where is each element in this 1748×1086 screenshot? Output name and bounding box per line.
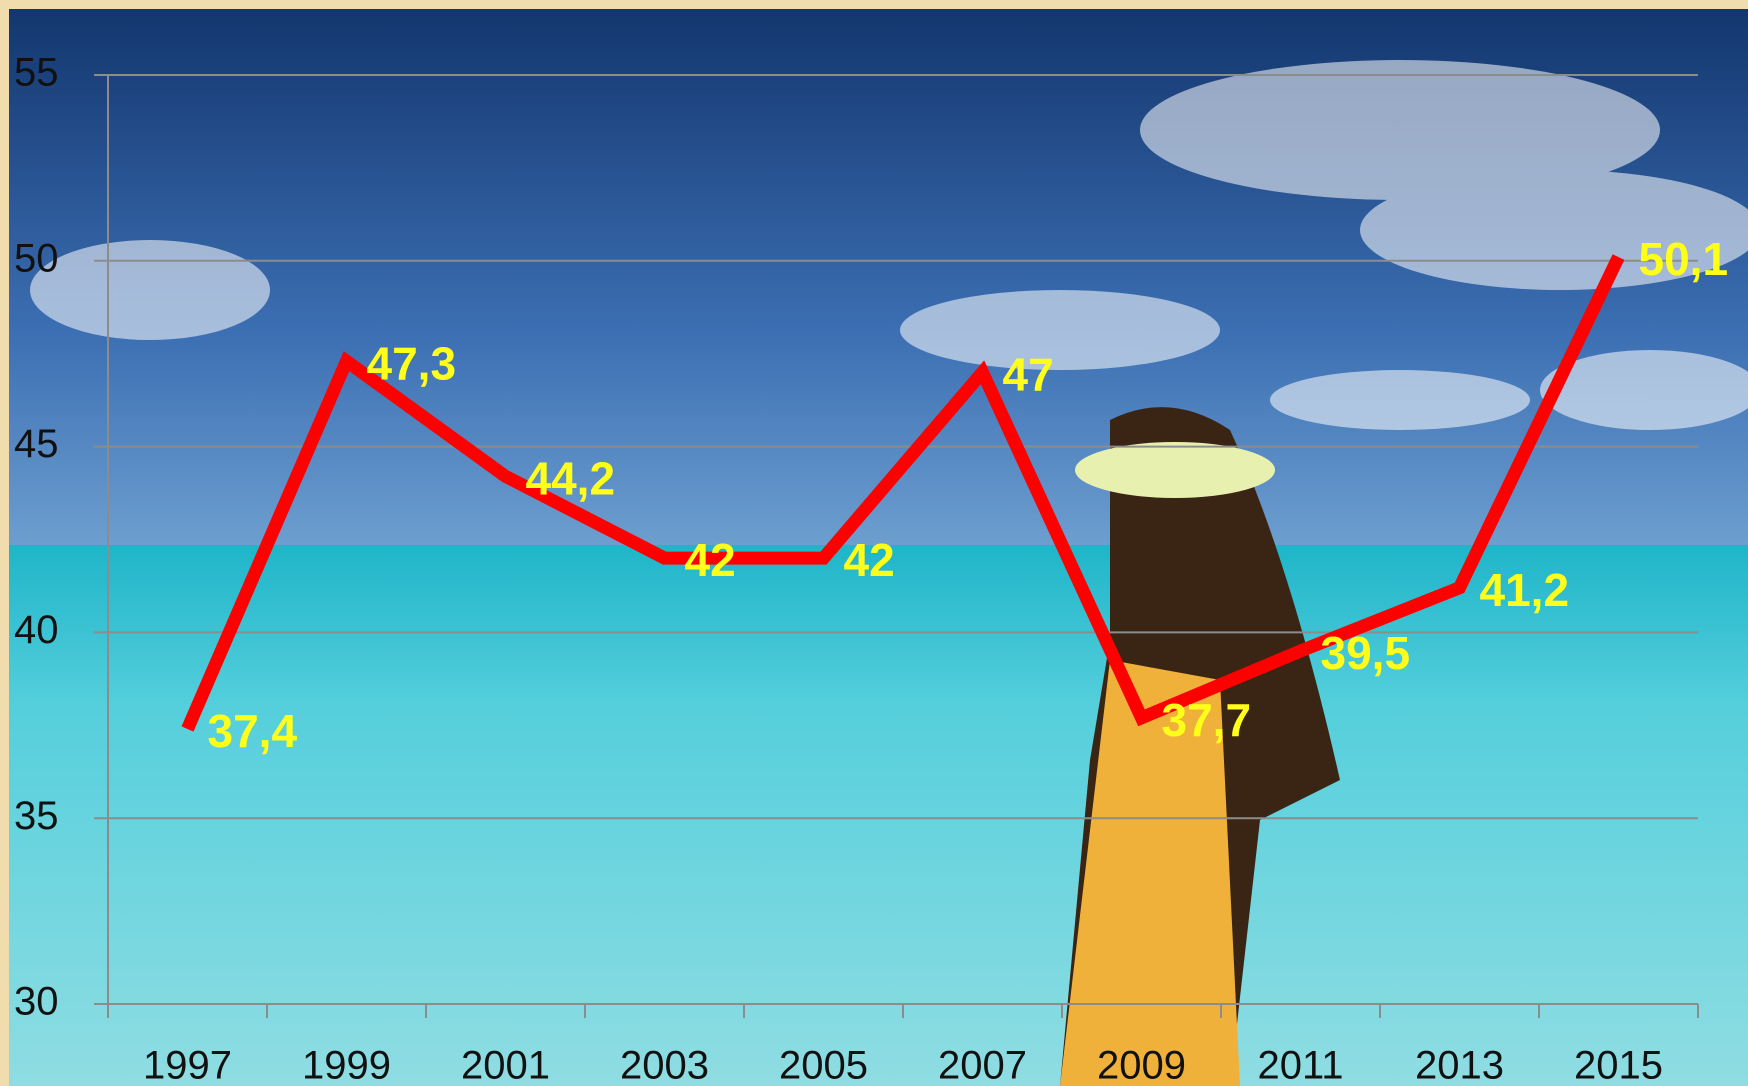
data-label: 42 bbox=[685, 534, 736, 586]
x-tick-label: 1999 bbox=[302, 1044, 391, 1086]
plot-area: 30 35 40 45 50 55 1997 1999 2001 2003 2005 2007 2009… bbox=[14, 51, 1728, 1086]
x-tick-label: 2015 bbox=[1574, 1044, 1663, 1086]
x-tick-label: 2011 bbox=[1257, 1044, 1343, 1086]
data-label: 47,3 bbox=[367, 337, 457, 389]
x-tick-label: 2013 bbox=[1415, 1044, 1504, 1086]
data-label: 37,4 bbox=[208, 705, 298, 757]
y-tick-label: 30 bbox=[14, 980, 59, 1024]
data-line bbox=[181, 254, 1625, 732]
x-tick-label: 2005 bbox=[779, 1044, 868, 1086]
figure bbox=[1060, 407, 1340, 1086]
data-label: 39,5 bbox=[1321, 627, 1411, 679]
data-label: 37,7 bbox=[1162, 694, 1252, 746]
data-label: 41,2 bbox=[1480, 564, 1570, 616]
y-tick-label: 45 bbox=[14, 422, 59, 466]
data-label: 47 bbox=[1003, 348, 1054, 400]
x-tick-label: 2009 bbox=[1097, 1044, 1186, 1086]
data-label: 44,2 bbox=[526, 452, 616, 504]
y-tick-label: 35 bbox=[14, 794, 59, 838]
x-tick-label: 1997 bbox=[143, 1044, 232, 1086]
y-tick-label: 55 bbox=[14, 51, 59, 95]
x-tick-label: 2001 bbox=[461, 1044, 550, 1086]
data-label: 42 bbox=[844, 534, 895, 586]
y-tick-label: 40 bbox=[14, 608, 59, 652]
y-tick-label: 50 bbox=[14, 236, 59, 280]
x-tick-label: 2007 bbox=[938, 1044, 1027, 1086]
data-label: 50,1 bbox=[1639, 233, 1729, 285]
x-tick-label: 2003 bbox=[620, 1044, 709, 1086]
background-photo bbox=[9, 9, 1748, 1086]
